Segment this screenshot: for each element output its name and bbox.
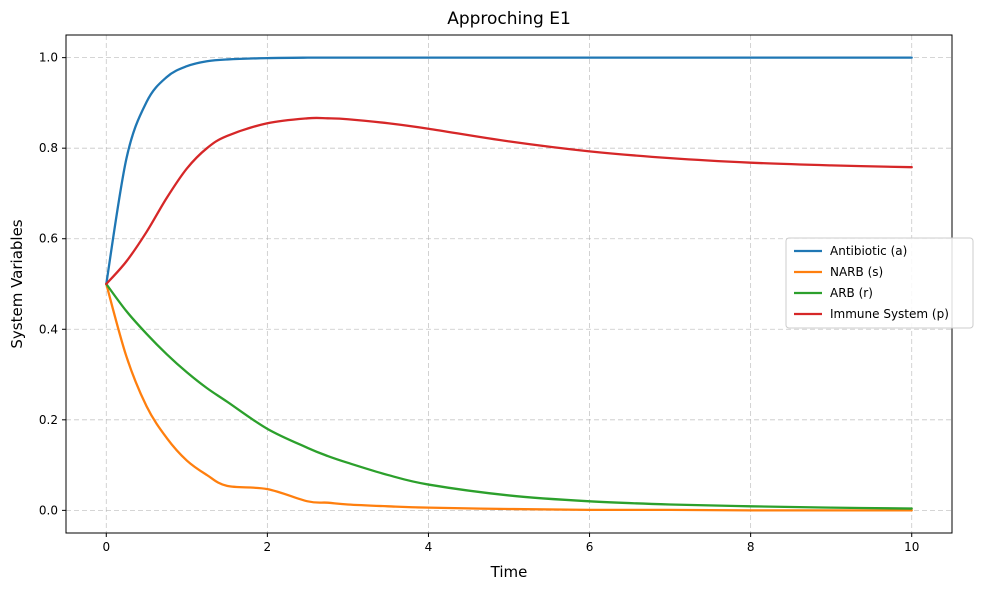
series-line-2	[105, 282, 913, 510]
x-axis-label: Time	[490, 563, 528, 581]
series-line-1	[105, 282, 913, 512]
y-tick-label: 0.8	[39, 141, 58, 155]
x-tick-label: 8	[747, 540, 755, 554]
x-tick-label: 2	[264, 540, 272, 554]
chart-title: Approching E1	[447, 9, 571, 29]
series-line-3	[105, 116, 913, 286]
x-tick-label: 10	[904, 540, 919, 554]
axis-ticks: 0 2 4 6 8 10 0.0 0.2 0.4 0.6 0.8 1.0	[39, 51, 919, 554]
y-tick-label: 0.0	[39, 503, 58, 517]
legend-label: NARB (s)	[830, 265, 883, 279]
y-tick-label: 0.4	[39, 322, 58, 336]
series-lines	[105, 56, 913, 512]
y-tick-label: 0.6	[39, 232, 58, 246]
y-axis-label: System Variables	[8, 219, 26, 348]
x-tick-label: 0	[102, 540, 110, 554]
legend-box	[785, 237, 974, 329]
y-tick-label: 1.0	[39, 51, 58, 65]
legend-label: ARB (r)	[830, 286, 873, 300]
legend-label: Antibiotic (a)	[830, 244, 907, 258]
legend-label: Immune System (p)	[830, 307, 949, 321]
legend: Antibiotic (a) NARB (s) ARB (r) Immune Syst…	[785, 237, 974, 329]
y-tick-label: 0.2	[39, 413, 58, 427]
series-line-0	[105, 56, 913, 286]
x-tick-label: 6	[586, 540, 594, 554]
x-tick-label: 4	[425, 540, 433, 554]
